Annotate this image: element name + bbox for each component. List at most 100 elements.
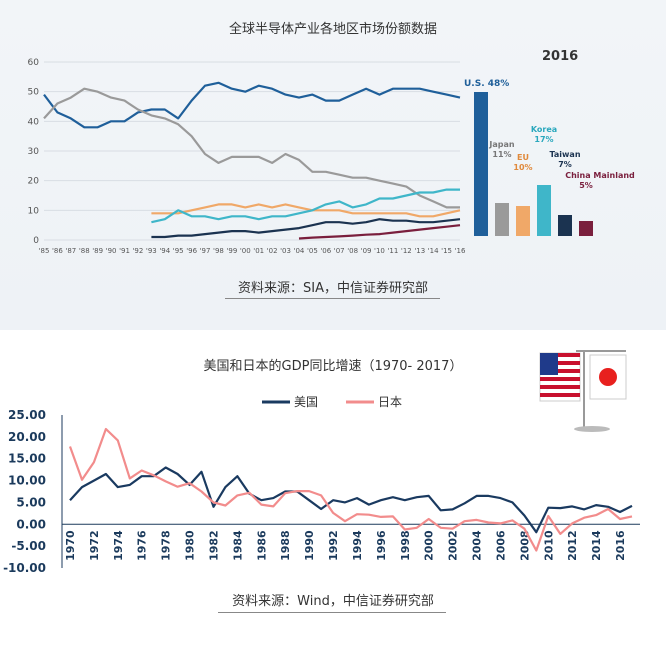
bar-label-us: U.S. 48% [464,79,509,89]
x-tick-label: '14 [428,247,439,255]
y-tick-label: 10 [28,206,40,216]
x-tick-label: '98 [213,247,224,255]
x-tick-label: '10 [374,247,385,255]
x-tick-label: '96 [186,247,197,255]
y-tick-label: 0.00 [16,517,46,531]
x-tick-label: 1974 [112,530,125,561]
x-tick-label: '95 [173,247,184,255]
y-tick-label: 20 [28,177,40,187]
x-tick-label: '87 [65,247,76,255]
legend-label-japan: 日本 [378,395,402,409]
x-tick-label: 1992 [327,530,340,561]
bottom-chart-source: 资料来源：Wind，中信证券研究部 [232,594,434,609]
bar-label-value-china: 5% [579,181,593,190]
bar-japan [495,203,509,236]
y-tick-label: 40 [28,117,40,127]
y-tick-label: 0 [33,236,39,246]
y-tick-label: -5.00 [11,539,46,553]
x-tick-label: 2006 [494,530,507,561]
x-tick-label: 1972 [88,530,101,561]
x-tick-label: '01 [253,247,264,255]
bar-china [579,221,593,236]
bar-us [474,92,488,236]
legend-label-us: 美国 [294,395,318,409]
us-japan-flags-illustration [539,350,627,432]
flag-stand-base [574,426,610,432]
x-tick-label: '85 [39,247,50,255]
x-tick-label: '15 [441,247,452,255]
x-tick-label: '06 [320,247,331,255]
bar-label-name-korea: Korea [531,125,557,134]
x-tick-label: 2004 [471,530,484,561]
bar-label-value-korea: 17% [534,135,553,144]
x-tick-label: '07 [334,247,345,255]
x-tick-label: '13 [414,247,425,255]
bar-korea [537,185,551,236]
x-tick-label: 1980 [184,530,197,561]
bottom-chart-title: 美国和日本的GDP同比增速（1970- 2017） [203,359,463,374]
y-tick-label: 5.00 [16,495,46,509]
x-tick-label: '12 [401,247,412,255]
market-share-line-chart: 0 10 20 30 40 50 60 '85'86'87'88'89'90'91'92'93… [28,58,466,255]
bar-label-name-taiwan: Taiwan [549,150,580,159]
series-line-us-gdp [69,466,633,534]
top-chart-source: 资料来源：SIA，中信证券研究部 [238,281,428,296]
x-tick-label: '03 [280,247,291,255]
series-line-eu [151,203,461,218]
bar-eu [516,206,530,236]
x-tick-label: '93 [146,247,157,255]
x-tick-label: 1988 [279,530,292,561]
us-flag-icon [539,352,581,402]
x-tick-label: 2008 [518,530,531,561]
y-tick-label: 10.00 [8,474,46,488]
x-tick-label: 2002 [447,530,460,561]
x-tick-label: '88 [79,247,90,255]
x-tick-label: 1976 [136,530,149,561]
x-tick-label: '89 [92,247,103,255]
x-tick-label: 1986 [255,530,268,561]
bar-label-value-japan: 11% [492,150,511,159]
x-tick-label: '08 [347,247,358,255]
bar-taiwan [558,215,572,236]
japan-flag-icon [589,354,627,400]
series-line-taiwan [151,218,461,239]
x-tick-label: 2012 [566,530,579,561]
x-tick-label: 1984 [231,530,244,561]
y-tick-label: 25.00 [8,408,46,422]
y-tick-label: 50 [28,88,40,98]
x-tick-label: '92 [133,247,144,255]
x-tick-label: '00 [240,247,251,255]
top-panel-background [0,0,666,330]
x-tick-label: 1998 [399,530,412,561]
y-tick-label: 20.00 [8,430,46,444]
series-line-china [298,224,461,240]
x-tick-label: 2010 [542,530,555,561]
x-tick-label: 1996 [375,530,388,561]
bottom-source-underline [218,612,446,613]
x-tick-label: 1970 [64,530,77,561]
x-tick-label: '99 [226,247,237,255]
bar-label-name-japan: Japan [488,140,515,149]
series-line-japan [43,87,460,209]
y-tick-label: 60 [28,58,40,68]
series-line-japan-gdp [68,427,633,552]
x-tick-label: '90 [106,247,117,255]
x-tick-label: '86 [52,247,63,255]
bar-label-name-eu: EU [517,153,529,162]
x-tick-label: 1978 [160,530,173,561]
gdp-growth-line-chart: 25.00 20.00 15.00 10.00 5.00 0.00 -5.00 -10.00 1… [3,395,640,575]
series-line-us [43,81,461,129]
x-tick-label: 2016 [614,530,627,561]
y-tick-label: 15.00 [8,452,46,466]
bar-label-name-china: China Mainland [565,171,635,180]
y-tick-label: -10.00 [3,561,46,575]
x-tick-label: '97 [200,247,211,255]
x-tick-label: '05 [307,247,318,255]
x-tick-label: '09 [361,247,372,255]
x-tick-label: '94 [159,247,170,255]
x-tick-label: '04 [294,247,305,255]
x-tick-label: 2014 [590,530,603,561]
x-tick-label: '91 [119,247,130,255]
top-source-underline [225,298,440,299]
